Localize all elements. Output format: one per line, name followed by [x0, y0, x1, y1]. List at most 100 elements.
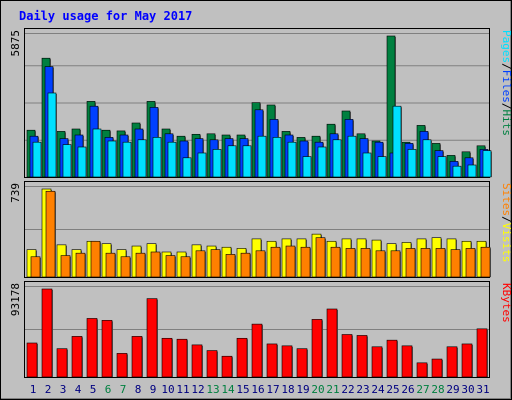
- bar-sites-day-29: [450, 249, 461, 278]
- bar-kbytes-day-13: [206, 350, 218, 378]
- legend-entry-visits: Visits: [500, 223, 512, 263]
- bar-pages-day-24: [377, 156, 387, 178]
- x-tick-label-day-26: 26: [401, 383, 414, 396]
- bar-kbytes-day-25: [386, 339, 398, 378]
- bar-pages-day-11: [182, 157, 192, 178]
- bar-pages-day-22: [347, 135, 357, 178]
- bar-sites-day-19: [300, 246, 311, 278]
- bar-pages-day-5: [92, 128, 102, 178]
- bar-kbytes-day-10: [161, 337, 173, 378]
- bar-pages-day-4: [77, 146, 87, 178]
- legend-entry-files: Files: [500, 70, 512, 103]
- bar-kbytes-day-19: [296, 348, 308, 378]
- bar-sites-day-21: [330, 246, 341, 278]
- legend-kbytes: KBytes: [500, 283, 512, 323]
- bar-sites-day-15: [240, 252, 251, 278]
- x-tick-label-day-1: 1: [30, 383, 37, 396]
- x-tick-label-day-24: 24: [371, 383, 385, 396]
- bar-pages-day-3: [62, 144, 72, 178]
- bar-sites-day-5: [90, 240, 101, 278]
- x-tick-label-day-14: 14: [221, 383, 235, 396]
- ymax-label-pages-files-hits: 5875: [9, 30, 22, 57]
- bar-sites-day-2: [45, 190, 56, 278]
- bar-sites-day-10: [165, 255, 176, 278]
- bar-pages-day-7: [122, 141, 132, 178]
- bar-sites-day-9: [150, 251, 161, 278]
- legend-sites-visits: Sites/Visits: [500, 183, 512, 263]
- legend-entry-hits: Hits: [500, 110, 512, 137]
- x-tick-label-day-22: 22: [341, 383, 354, 396]
- bar-sites-day-16: [255, 250, 266, 278]
- x-tick-label-day-13: 13: [206, 383, 219, 396]
- bar-kbytes-day-27: [416, 362, 428, 378]
- bar-pages-day-19: [302, 156, 312, 178]
- bar-pages-day-26: [407, 149, 417, 178]
- bar-kbytes-day-23: [356, 335, 368, 378]
- bar-kbytes-day-28: [431, 358, 443, 378]
- bar-kbytes-day-3: [56, 348, 68, 378]
- bar-sites-day-27: [420, 248, 431, 278]
- bar-kbytes-day-4: [71, 336, 83, 378]
- bar-pages-day-28: [437, 156, 447, 178]
- bar-sites-day-24: [375, 250, 386, 278]
- bar-pages-day-23: [362, 152, 372, 178]
- bar-sites-day-11: [180, 256, 191, 278]
- bar-pages-day-1: [32, 141, 42, 178]
- x-tick-label-day-8: 8: [135, 383, 142, 396]
- x-tick-label-day-7: 7: [120, 383, 127, 396]
- bar-pages-day-9: [152, 137, 162, 178]
- bar-kbytes-day-11: [176, 338, 188, 378]
- panel-border-pages-files-hits: [24, 28, 490, 178]
- bar-pages-day-30: [467, 164, 477, 178]
- bar-sites-day-4: [75, 252, 86, 278]
- x-tick-label-day-10: 10: [161, 383, 174, 396]
- x-tick-label-day-17: 17: [266, 383, 279, 396]
- x-tick-label-day-27: 27: [416, 383, 429, 396]
- x-tick-label-day-23: 23: [356, 383, 369, 396]
- bar-pages-day-20: [317, 146, 327, 178]
- x-tick-label-day-29: 29: [446, 383, 459, 396]
- bar-kbytes-day-5: [86, 318, 98, 378]
- bar-pages-day-6: [107, 140, 117, 178]
- bar-sites-day-31: [480, 246, 491, 278]
- bar-kbytes-day-7: [116, 353, 128, 378]
- x-tick-label-day-9: 9: [150, 383, 157, 396]
- legend-entry-sites: Sites: [500, 183, 512, 216]
- x-tick-label-day-11: 11: [176, 383, 189, 396]
- bar-sites-day-8: [135, 252, 146, 278]
- bar-kbytes-day-20: [311, 319, 323, 378]
- x-tick-label-day-12: 12: [191, 383, 204, 396]
- bar-kbytes-day-18: [281, 345, 293, 378]
- bar-sites-day-18: [285, 245, 296, 278]
- chart-title: Daily usage for May 2017: [19, 9, 192, 23]
- bar-kbytes-day-31: [476, 328, 488, 378]
- bar-sites-day-13: [210, 249, 221, 278]
- bar-sites-day-3: [60, 255, 71, 278]
- bar-sites-day-23: [360, 248, 371, 278]
- bar-kbytes-day-24: [371, 346, 383, 378]
- bar-kbytes-day-21: [326, 308, 338, 378]
- bar-kbytes-day-15: [236, 337, 248, 378]
- x-tick-label-day-21: 21: [326, 383, 339, 396]
- panel-border-kbytes: [24, 281, 490, 378]
- ymax-label-kbytes: 93178: [9, 283, 22, 316]
- x-tick-label-day-15: 15: [236, 383, 249, 396]
- bar-pages-day-8: [137, 139, 147, 178]
- x-tick-label-day-5: 5: [90, 383, 97, 396]
- x-tick-label-day-31: 31: [476, 383, 489, 396]
- bar-sites-day-7: [120, 256, 131, 278]
- legend-entry-kbytes: KBytes: [500, 283, 512, 323]
- ymax-label-sites-visits: 739: [9, 183, 22, 203]
- x-tick-label-day-6: 6: [105, 383, 112, 396]
- bar-sites-day-25: [390, 250, 401, 278]
- bar-sites-day-28: [435, 248, 446, 278]
- x-tick-label-day-2: 2: [45, 383, 52, 396]
- bar-sites-day-12: [195, 250, 206, 278]
- x-tick-label-day-25: 25: [386, 383, 399, 396]
- bar-sites-day-1: [30, 256, 41, 278]
- bar-pages-day-10: [167, 141, 177, 178]
- bar-pages-day-21: [332, 139, 342, 178]
- bar-pages-day-13: [212, 149, 222, 178]
